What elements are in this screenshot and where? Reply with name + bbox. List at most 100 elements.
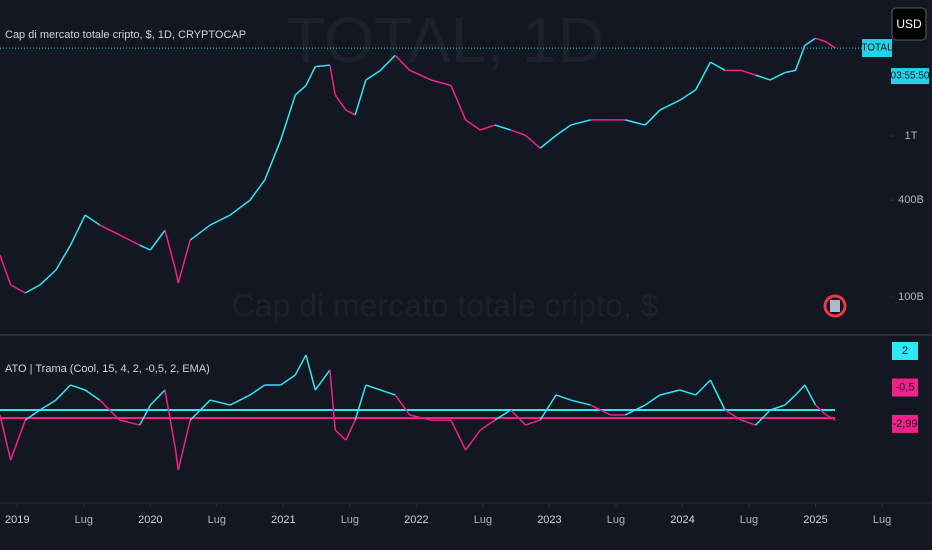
oscillator-segment (24, 409, 41, 421)
oscillator-segment (825, 414, 836, 421)
price-line-segment (740, 69, 756, 76)
price-line-segment (394, 54, 411, 71)
oscillator-segment (644, 394, 661, 406)
price-line-segment (450, 85, 467, 121)
price-line-segment (164, 230, 177, 271)
price-line-segment (39, 269, 57, 286)
price-line-segment (149, 229, 166, 251)
price-line-segment (99, 224, 121, 236)
oscillator-segment (249, 384, 266, 396)
price-line-segment (279, 94, 297, 141)
y-tick-label: 100B (898, 291, 924, 303)
price-line-segment (354, 79, 367, 116)
price-line-segment (139, 244, 151, 251)
flag-icon (823, 294, 847, 318)
oscillator-segment (119, 419, 140, 426)
oscillator-segment (294, 354, 307, 376)
oscillator-segment (345, 419, 356, 441)
price-line-segment (679, 89, 697, 101)
price-line-segment (379, 54, 396, 71)
y-tick-label: 400B (898, 194, 924, 206)
oscillator-segment (164, 389, 177, 451)
price-line-segment (177, 239, 191, 284)
x-tick-label: Lug (75, 514, 93, 526)
oscillator-segment (794, 384, 806, 396)
indicator-legend: ATO | Trama (Cool, 15, 4, 2, -0,5, 2, EM… (5, 363, 210, 375)
oscillator-segment (724, 409, 742, 421)
price-line-segment (480, 124, 496, 131)
oscillator-segment (624, 404, 646, 416)
price-line-segment (305, 66, 316, 86)
oscillator-segment (329, 369, 336, 431)
price-line-segment (644, 109, 661, 126)
oscillator-segment (409, 414, 432, 421)
oscillator-segment (305, 354, 317, 391)
oscillator-segment (770, 404, 786, 411)
price-line-segment (555, 124, 572, 136)
oscillator-segment (709, 379, 726, 411)
price-line-segment (264, 139, 282, 181)
price-line-segment (294, 84, 307, 96)
x-tick-label: 2020 (138, 514, 162, 526)
price-line-segment (625, 119, 646, 126)
oscillator-segment (0, 414, 12, 461)
watermark-subtitle: Cap di mercato totale cripto, $ (232, 287, 659, 323)
currency-button[interactable] (891, 7, 927, 41)
oscillator-segment (55, 384, 72, 401)
price-line-segment (659, 99, 681, 111)
price-line-segment (784, 69, 796, 74)
price-line-segment (55, 244, 72, 271)
oscillator-segment (177, 419, 191, 471)
oscillator-segment (189, 399, 211, 421)
currency-label[interactable]: USD (896, 17, 922, 31)
x-tick-label: Lug (607, 514, 625, 526)
oscillator-segment (510, 409, 527, 426)
oscillator-segment (365, 384, 381, 391)
price-line-segment (189, 224, 211, 241)
price-label: -2,99 (892, 418, 917, 430)
x-tick-label: 2025 (803, 514, 827, 526)
oscillator-segment (394, 394, 411, 416)
countdown-box (891, 68, 929, 85)
price-line-segment (229, 199, 251, 216)
x-tick-label: 2023 (537, 514, 561, 526)
chart-title: Cap di mercato totale cripto, $, 1D, CRY… (5, 29, 246, 41)
price-line-segment (10, 284, 26, 294)
countdown: 03:55:50 (891, 71, 930, 82)
price-line-segment (539, 134, 557, 149)
price-line-segment (119, 234, 141, 246)
oscillator-segment (590, 404, 611, 416)
x-tick-label: 2021 (271, 514, 295, 526)
oscillator-segment (380, 389, 396, 396)
price-line-segment (334, 94, 347, 111)
oscillator-segment (450, 419, 467, 451)
price-line-segment (84, 214, 101, 226)
x-tick-label: Lug (740, 514, 758, 526)
price-line-segment (69, 214, 86, 246)
oscillator-segment (334, 429, 347, 441)
series-name: TOTAL (861, 43, 893, 54)
oscillator-segment (210, 399, 231, 406)
oscillator-segment (479, 419, 496, 431)
watermark: TOTAL, 1D (286, 4, 604, 76)
oscillator-segment (804, 384, 817, 406)
x-tick-label: Lug (474, 514, 492, 526)
y-tick-label: 1T (905, 130, 918, 142)
price-line-segment (365, 69, 381, 81)
price-line-segment (769, 71, 786, 81)
price-line-segment (524, 134, 541, 149)
price-line-segment (409, 69, 432, 81)
oscillator-segment (149, 389, 166, 406)
x-tick-label: 2019 (5, 514, 29, 526)
price-line-segment (570, 119, 591, 126)
oscillator-segment (314, 369, 331, 391)
price-label-box (892, 378, 918, 397)
price-label: 2 (902, 345, 908, 357)
price-label-box (892, 414, 918, 433)
price-line-segment (24, 284, 41, 294)
oscillator-segment (465, 429, 481, 451)
oscillator-segment (784, 394, 797, 406)
